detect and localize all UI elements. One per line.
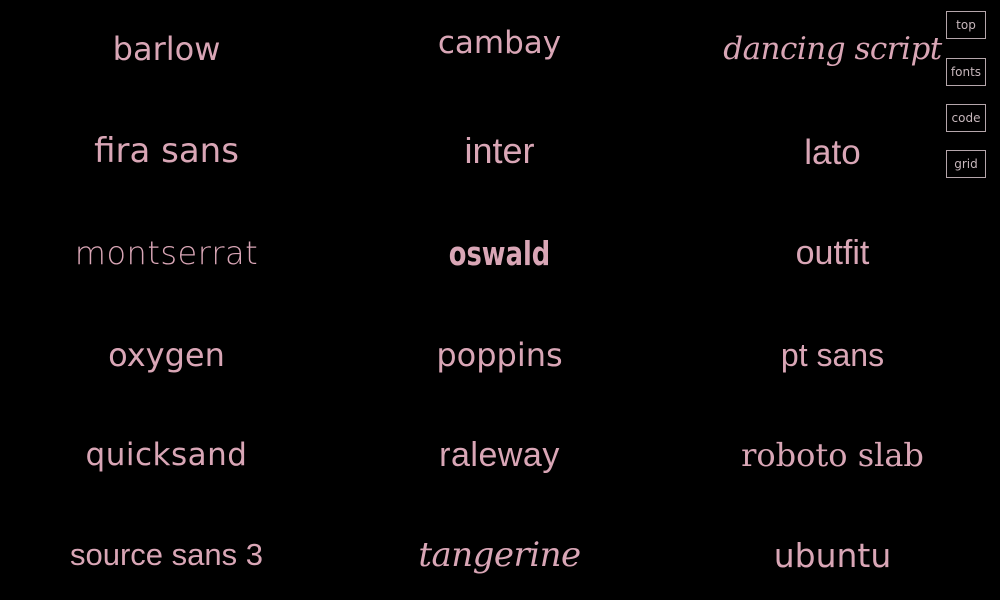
font-sample-ubuntu[interactable]: ubuntu [773,535,892,575]
font-sample-poppins[interactable]: poppins [436,336,563,374]
font-sample-montserrat[interactable]: montserrat [74,234,259,272]
font-sample-outfit[interactable]: outfit [795,233,870,272]
font-sample-tangerine[interactable]: tangerine [418,535,581,575]
font-sample-dancing-script[interactable]: dancing script [723,31,942,67]
font-sample-cambay[interactable]: cambay [437,25,562,61]
font-sample-pt-sans[interactable]: pt sans [780,336,885,373]
font-sample-source-sans-3[interactable]: source sans 3 [70,537,263,572]
font-sample-oxygen[interactable]: oxygen [108,336,225,374]
font-sample-fira-sans[interactable]: fira sans [94,131,239,171]
font-sample-raleway[interactable]: raleway [439,435,560,474]
font-sample-oswald[interactable]: oswald [448,233,551,273]
font-sample-barlow[interactable]: barlow [112,30,221,68]
font-sample-quicksand[interactable]: quicksand [85,437,248,473]
grid-button[interactable]: grid [946,150,986,178]
fonts-button[interactable]: fonts [946,58,986,86]
font-sample-lato[interactable]: lato [804,133,861,172]
code-button[interactable]: code [946,104,986,132]
font-sample-roboto-slab[interactable]: roboto slab [741,436,924,474]
font-sample-inter[interactable]: inter [464,130,535,171]
top-button[interactable]: top [946,11,986,39]
